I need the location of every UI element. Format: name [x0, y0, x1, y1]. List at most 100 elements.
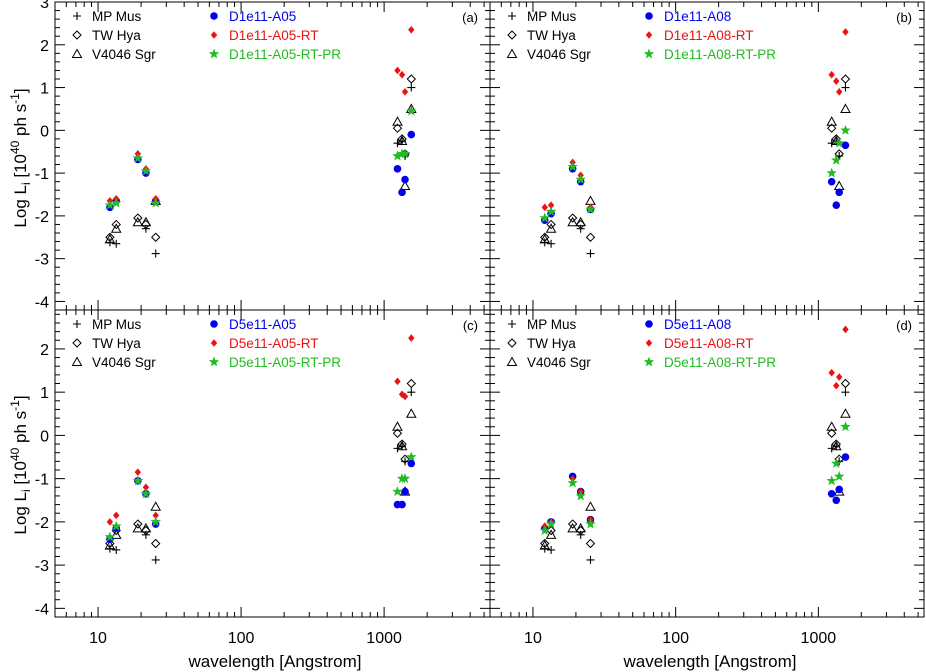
panel-b-star-marker-6: [831, 154, 842, 165]
panel-c-plus-marker-7: [407, 388, 416, 397]
y-label-close: ]: [11, 88, 30, 93]
panel-a-series-2: [104, 103, 417, 244]
panel-d-diamond-marker-6: [831, 439, 841, 449]
panel-b-series-0: [540, 83, 850, 258]
panel-a-triangle-marker-legend-2: [71, 48, 83, 58]
panel-b-circle-marker-5: [827, 177, 836, 186]
panel-c-plus-marker-6: [401, 457, 410, 466]
panel-a-circle-marker-8: [407, 130, 416, 139]
panel-d-plus-marker-4: [827, 444, 836, 453]
panel-c-legend-entry: D5e11-A05-RT: [229, 336, 319, 351]
panel-a-star-marker-8: [406, 105, 417, 116]
panel-d-star-marker-5: [826, 475, 837, 486]
panel-c-legend: MP Mus TW Hya V4046 Sgr D5e11-A05 D5e11-A05-…: [71, 317, 341, 370]
panel-a-y-tick-label: -3: [35, 252, 49, 269]
panel-a-diamond-marker-0: [105, 232, 115, 242]
panel-d-triangle-marker-5: [826, 421, 838, 431]
panel-d-label: (d): [896, 318, 912, 333]
panel-d-triangle-marker-legend-2: [506, 356, 518, 366]
panel-d-series-5: [539, 421, 851, 535]
y-label-close: ]: [11, 395, 30, 400]
panel-b-triangle-marker-2: [567, 216, 578, 227]
panel-c-star-marker-8: [406, 451, 417, 462]
panel-c-y-tick-label: 0: [40, 428, 49, 445]
panel-b-legend-entry: TW Hya: [527, 28, 576, 43]
panel-b-triangle-marker-3: [575, 216, 587, 227]
panel-a-star-marker-7: [399, 148, 411, 159]
panel-d-filled-diamond-marker-5: [828, 368, 835, 377]
x-axis-label-right: wavelength [Angstrom]: [623, 652, 797, 671]
panel-a-star-marker-legend-5: [208, 48, 220, 59]
panel-b: (b) MP Mus TW Hya V4046 Sgr D1e11-A08 D1e11-A…: [489, 1, 925, 311]
panel-a-y-tick-label: 2: [40, 38, 49, 55]
panel-c-y-tick-label: -3: [35, 558, 49, 575]
panel-b-filled-diamond-marker-5: [828, 70, 835, 79]
panel-c-filled-diamond-marker-1: [113, 511, 120, 520]
panel-b-legend: MP Mus TW Hya V4046 Sgr D1e11-A08 D1e11-A08-…: [506, 9, 776, 62]
panel-b-legend-entry: D1e11-A08-RT: [664, 28, 754, 43]
y-axis-label-bottom: Log Li [1040 ph s-1]: [8, 395, 33, 534]
panel-a-plus-marker-legend-0: [73, 12, 81, 20]
panel-b-triangle-marker-8: [840, 103, 851, 113]
panel-a-series-1: [105, 74, 416, 242]
panel-c-filled-diamond-marker-8: [408, 334, 415, 342]
svg-text:Log Li [1040 ph s-1]: Log Li [1040 ph s-1]: [8, 395, 33, 534]
panel-b-filled-diamond-marker-1: [547, 201, 555, 209]
panel-c-triangle-marker-8: [405, 408, 417, 418]
panel-a-diamond-marker-1: [111, 219, 121, 230]
panel-d-filled-diamond-marker-8: [842, 325, 849, 334]
panel-b-star-marker-legend-5: [643, 48, 655, 59]
panel-d-star-marker-legend-5: [643, 356, 655, 367]
panel-c-filled-diamond-marker-5: [394, 377, 401, 386]
panel-b-legend-entry: V4046 Sgr: [527, 47, 591, 62]
panel-c-diamond-marker-2: [133, 519, 143, 529]
panel-c-triangle-marker-legend-2: [71, 356, 83, 366]
panel-b-star-marker-3: [575, 174, 586, 184]
y-label-main: Log L: [11, 492, 30, 535]
panel-d-frame: [489, 309, 925, 618]
panel-a-star-marker-2: [132, 152, 144, 163]
y-label-exp2: -1: [8, 400, 22, 411]
panel-a-series-5: [104, 105, 417, 210]
panel-b-legend-entry: D1e11-A08: [664, 9, 731, 24]
panel-a-star-marker-3: [140, 165, 152, 176]
panel-a-series-3: [106, 130, 416, 212]
panel-c-star-marker-legend-5: [208, 356, 220, 367]
panel-b-filled-diamond-marker-6: [833, 77, 840, 85]
panel-c-filled-diamond-marker-2: [134, 468, 142, 476]
panel-c-y-tick-label: -1: [35, 472, 49, 489]
panel-c-y-tick-label: 1: [40, 385, 49, 402]
panel-a-y-tick-label: 0: [40, 123, 49, 140]
panel-d-diamond-marker-legend-1: [507, 338, 517, 348]
panel-a-y-tick-label: -2: [35, 209, 49, 226]
panel-d-diamond-marker-8: [840, 378, 851, 389]
panel-c-filled-diamond-marker-legend-4: [210, 339, 218, 347]
panel-c-circle-marker-legend-3: [210, 320, 218, 328]
panel-a-filled-diamond-marker-legend-4: [210, 31, 218, 39]
panel-d-star-marker-8: [840, 421, 851, 432]
panel-c-circle-marker-8: [407, 459, 416, 468]
panel-d-diamond-marker-4: [585, 538, 596, 549]
y-label-main: Log L: [11, 185, 30, 228]
panel-a-diamond-marker-8: [406, 74, 416, 84]
panel-a-legend-entry: TW Hya: [92, 28, 141, 43]
panel-c-star-marker-2: [132, 475, 144, 486]
panel-d-diamond-marker-0: [540, 538, 550, 549]
panel-c-diamond-marker-5: [392, 428, 403, 438]
panel-c-triangle-marker-3: [140, 522, 152, 533]
panel-c-star-marker-0: [104, 531, 116, 542]
panel-b-diamond-marker-legend-1: [507, 30, 517, 40]
panel-d-triangle-marker-2: [567, 522, 578, 533]
panel-d-filled-diamond-marker-6: [833, 381, 840, 390]
panel-d-triangle-marker-0: [539, 540, 551, 550]
panel-a-triangle-marker-1: [110, 223, 122, 233]
panel-d-legend-entry: D5e11-A08-RT: [664, 336, 754, 351]
panel-c-plus-marker-3: [151, 555, 160, 564]
panel-d: 10 100 1000 (d) MP Mus TW Hya V4046 Sgr D5e11-A…: [489, 309, 925, 647]
panel-d-series-0: [540, 388, 850, 564]
panel-d-circle-marker-8: [841, 453, 850, 461]
panel-a-legend-entry: D1e11-A05-RT-PR: [229, 47, 341, 62]
y-label-sub: i: [19, 489, 33, 492]
